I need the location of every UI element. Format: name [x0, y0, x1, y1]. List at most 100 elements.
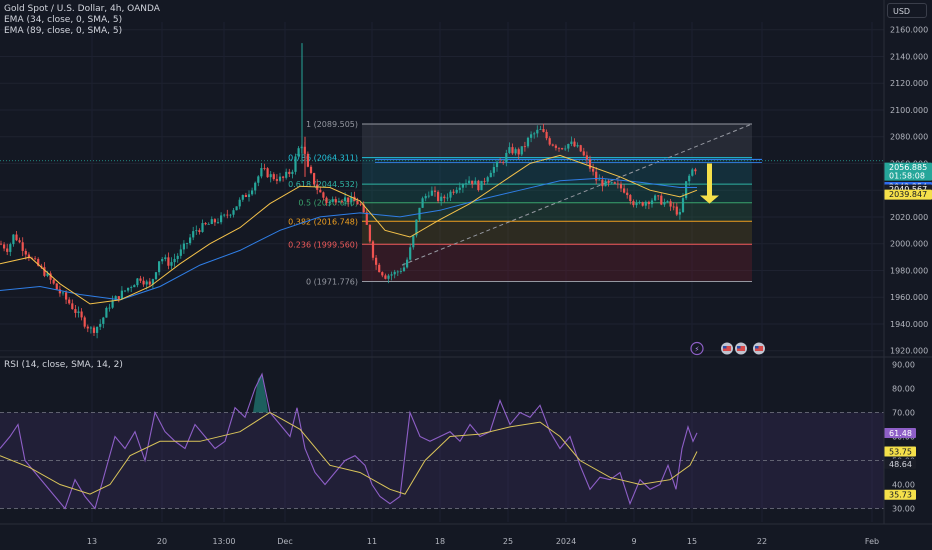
- candle-body: [502, 161, 505, 163]
- candle-body: [158, 261, 161, 273]
- candle-body: [151, 279, 154, 285]
- candle-body: [573, 141, 576, 147]
- candle-body: [192, 231, 195, 238]
- price-label-text: 2040.567: [889, 185, 927, 194]
- time-tick-label: 9: [631, 537, 636, 546]
- candle-body: [554, 145, 557, 148]
- price-label-badge: [884, 189, 932, 200]
- candle-body: [588, 159, 592, 169]
- candle-body: [272, 174, 275, 180]
- candle-body: [61, 292, 65, 294]
- candle-body: [201, 223, 204, 232]
- candle-body: [195, 230, 198, 232]
- candle-body: [263, 168, 266, 169]
- candle-body: [244, 195, 247, 197]
- lightning-event-icon: [690, 341, 704, 356]
- candle-body: [89, 327, 92, 329]
- candle-body: [533, 133, 536, 135]
- candle-body: [198, 230, 201, 232]
- candle-body: [111, 300, 114, 308]
- candle-body: [406, 259, 409, 268]
- countdown-text: 01:58:08: [889, 172, 925, 181]
- candle-body: [523, 146, 526, 148]
- candle-body: [455, 189, 458, 193]
- candle-body: [92, 327, 96, 333]
- candle-body: [421, 198, 424, 208]
- price-label-badge: [884, 162, 932, 181]
- candle-body: [632, 201, 635, 206]
- candle-body: [663, 202, 666, 205]
- candle-body: [309, 166, 313, 174]
- candle-body: [468, 180, 471, 184]
- flag-stripe: [755, 346, 763, 351]
- price-tick-label: 2140.000: [890, 52, 928, 61]
- candle-body: [167, 257, 170, 266]
- candle-body: [595, 171, 598, 181]
- candle-body: [691, 169, 694, 176]
- candle-body: [647, 201, 650, 205]
- candle-body: [375, 257, 378, 265]
- candle-body: [229, 214, 232, 216]
- candle-body: [443, 196, 446, 199]
- rsi-tick-label: 90.00: [892, 361, 915, 370]
- rsi-label-badge: [884, 489, 916, 500]
- candle-body: [378, 264, 381, 273]
- candle-body: [495, 161, 499, 168]
- rsi-legend: RSI (14, close, SMA, 14, 2): [4, 360, 123, 371]
- candle-body: [440, 196, 443, 202]
- flag-canton: [737, 346, 741, 349]
- candle-body: [526, 137, 530, 147]
- candle-body: [672, 206, 675, 208]
- candle-body: [480, 180, 483, 191]
- candle-body: [616, 183, 619, 185]
- candle-body: [629, 195, 632, 202]
- candle-body: [319, 189, 322, 193]
- candle-body: [486, 177, 489, 182]
- candle-body: [669, 201, 672, 207]
- fib-level-label: 0.236 (1999.560): [288, 240, 358, 249]
- candle-body: [365, 212, 368, 225]
- candle-body: [356, 201, 359, 205]
- candle-body: [210, 219, 213, 224]
- rsi-label-badge: [884, 427, 916, 438]
- candle-body: [232, 210, 235, 215]
- candle-body: [96, 326, 99, 333]
- candle-body: [675, 206, 678, 215]
- candle-body: [282, 176, 285, 178]
- candle-body: [148, 281, 151, 285]
- candle-body: [402, 267, 406, 272]
- price-tick-label: 1920.000: [890, 347, 928, 356]
- candle-body: [142, 280, 145, 285]
- candle-body: [678, 212, 681, 215]
- time-tick-label: 13: [87, 537, 97, 546]
- candle-body: [291, 171, 294, 174]
- arrow-shaft: [707, 163, 712, 196]
- price-tick-label: 1980.000: [890, 266, 928, 275]
- candle-body: [340, 201, 344, 202]
- candle-body: [257, 176, 260, 183]
- candle-body: [520, 146, 523, 155]
- price-tick-label: 2160.000: [890, 26, 928, 35]
- candles: [0, 43, 697, 339]
- ema34-legend: EMA (34, close, 0, SMA, 5): [4, 15, 123, 25]
- candle-body: [641, 202, 644, 206]
- rsi-label-text: 48.64: [889, 460, 912, 469]
- candle-body: [644, 201, 647, 206]
- candle-body: [247, 194, 251, 197]
- candle-body: [68, 299, 71, 304]
- candle-body: [384, 275, 387, 279]
- candle-body: [564, 148, 567, 150]
- candle-body: [685, 181, 688, 199]
- fib-zone: [362, 244, 752, 282]
- candle-body: [306, 153, 309, 167]
- candle-body: [213, 219, 216, 223]
- candle-body: [585, 155, 588, 160]
- candle-body: [55, 283, 58, 290]
- currency-button[interactable]: USD: [887, 3, 927, 18]
- candle-body: [607, 180, 610, 183]
- rsi-tick-label: 40.00: [892, 481, 915, 490]
- rsi-tick-label: 70.00: [892, 409, 915, 418]
- candle-body: [12, 234, 15, 245]
- price-tick-label: 2000.000: [890, 240, 928, 249]
